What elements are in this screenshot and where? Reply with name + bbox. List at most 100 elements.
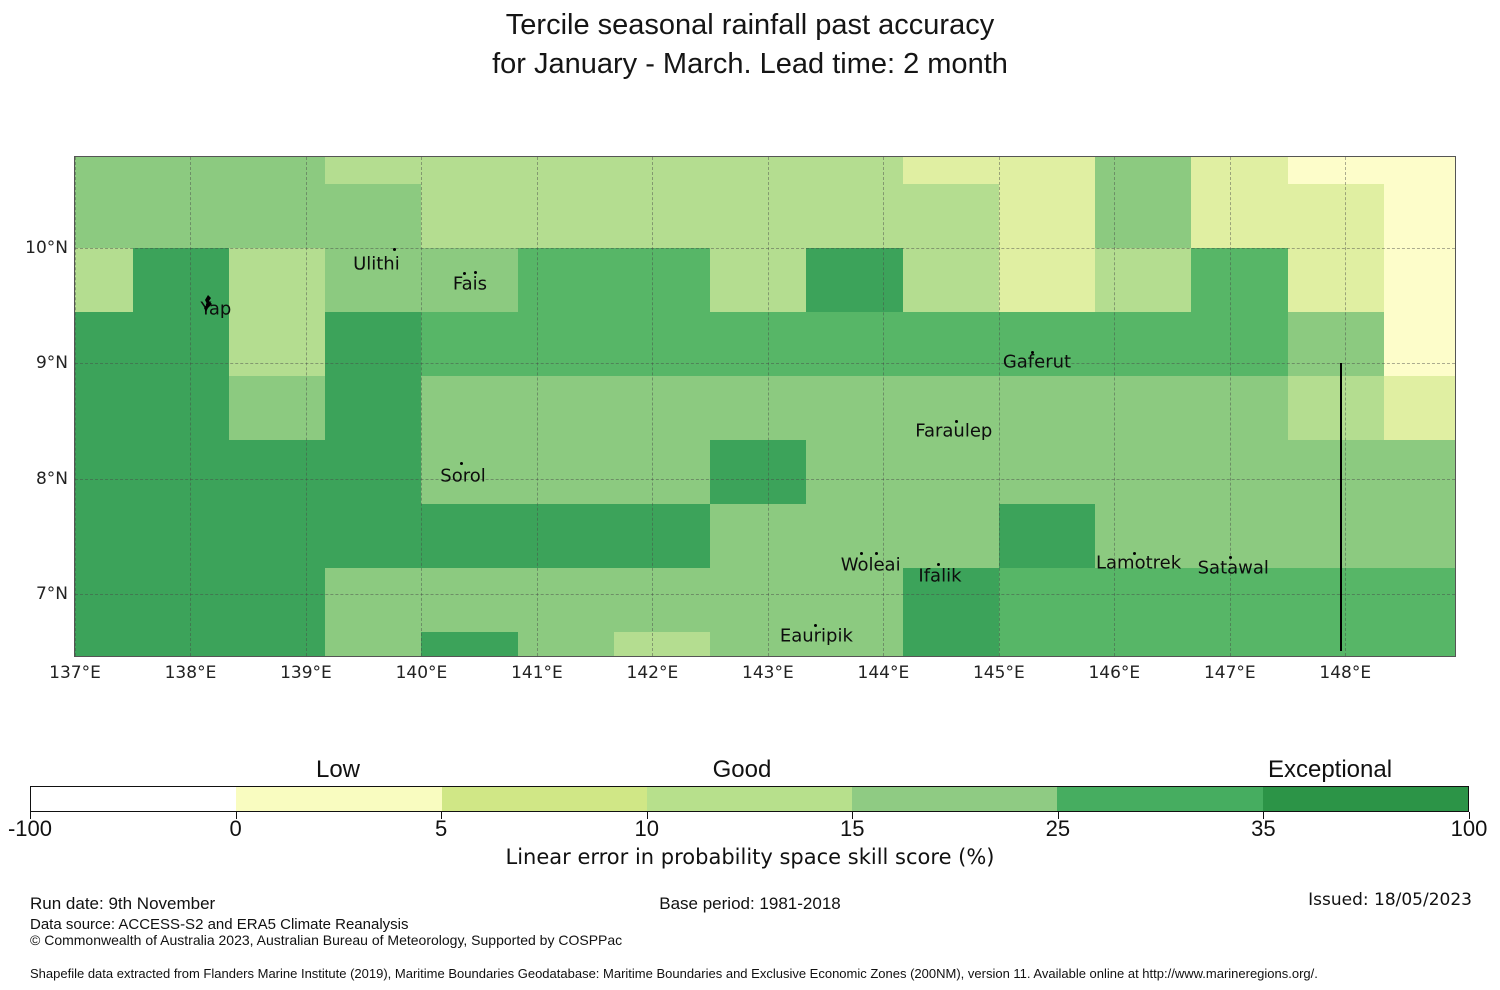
grid-cell xyxy=(132,376,230,441)
map-gridline xyxy=(75,248,1455,250)
colorbar-tick-mark xyxy=(30,812,31,819)
island-marker-dot xyxy=(393,248,397,252)
grid-cell xyxy=(1095,183,1192,249)
grid-cell xyxy=(325,504,422,569)
grid-cell xyxy=(1095,248,1192,313)
map-gridline xyxy=(652,157,654,656)
grid-cell xyxy=(1383,312,1456,377)
grid-cell xyxy=(1095,568,1192,633)
colorbar-tick-mark xyxy=(646,812,648,819)
grid-cell xyxy=(228,632,326,657)
grid-cell xyxy=(132,440,230,505)
island-marker-dot xyxy=(1132,551,1136,555)
island-marker-dot xyxy=(814,624,818,628)
grid-cell xyxy=(806,183,904,249)
grid-cell xyxy=(421,376,519,441)
colorbar-tick-mark xyxy=(1057,812,1059,819)
map-gridline xyxy=(75,478,1455,480)
colorbar-tick-mark xyxy=(1469,812,1470,819)
grid-cell xyxy=(613,157,711,185)
grid-cell xyxy=(1287,504,1385,569)
island-marker-dot xyxy=(473,270,477,274)
colorbar-segment xyxy=(236,787,442,811)
grid-cell xyxy=(1191,504,1289,569)
grid-cell xyxy=(421,183,519,249)
grid-cell xyxy=(1287,440,1385,505)
grid-cell xyxy=(613,632,711,657)
grid-cell xyxy=(902,632,1000,657)
grid-cell xyxy=(75,504,134,569)
grid-cell xyxy=(325,157,422,185)
grid-cell xyxy=(1095,440,1192,505)
map-gridline xyxy=(1114,157,1116,656)
grid-cell xyxy=(710,440,807,505)
grid-cell xyxy=(710,157,807,185)
x-tick-label: 138°E xyxy=(164,663,217,683)
grid-cell xyxy=(132,248,230,313)
grid-cell xyxy=(710,376,807,441)
grid-cell xyxy=(75,440,134,505)
grid-cell xyxy=(998,157,1096,185)
grid-cell xyxy=(1287,183,1385,249)
grid-cell xyxy=(1191,248,1289,313)
island-label: Lamotrek xyxy=(1095,552,1182,574)
colorbar-tick-label: 35 xyxy=(1251,816,1276,841)
grid-cell xyxy=(1191,440,1289,505)
grid-cell xyxy=(710,504,807,569)
grid-cell xyxy=(1191,183,1289,249)
grid-cell xyxy=(1383,440,1456,505)
grid-cell xyxy=(806,248,904,313)
grid-cell xyxy=(1287,568,1385,633)
map-gridline xyxy=(75,363,1455,365)
grid-cell xyxy=(75,568,134,633)
grid-cell xyxy=(325,183,422,249)
grid-cell xyxy=(710,183,807,249)
grid-cell xyxy=(1383,183,1456,249)
grid-cell xyxy=(902,312,1000,377)
grid-cell xyxy=(998,568,1096,633)
grid-cell xyxy=(806,504,904,569)
grid-cell xyxy=(1383,504,1456,569)
colorbar-tick-mark xyxy=(1263,812,1265,819)
grid-cell xyxy=(325,440,422,505)
grid-cell xyxy=(1191,568,1289,633)
grid-cell xyxy=(132,157,230,185)
grid-cell xyxy=(228,376,326,441)
colorbar-segment xyxy=(1262,787,1468,811)
grid-cell xyxy=(902,504,1000,569)
grid-cell xyxy=(613,504,711,569)
grid-cell xyxy=(421,568,519,633)
grid-cell xyxy=(1287,376,1385,441)
colorbar-tick-label: 15 xyxy=(840,816,865,841)
grid-cell xyxy=(132,183,230,249)
grid-cell xyxy=(902,248,1000,313)
map-gridline xyxy=(75,593,1455,595)
map-gridline xyxy=(998,157,1000,656)
grid-cell xyxy=(228,183,326,249)
colorbar-tick-mark xyxy=(441,812,443,819)
base-period-text: Base period: 1981-2018 xyxy=(659,894,841,913)
grid-cell xyxy=(613,248,711,313)
grid-cell xyxy=(1383,248,1456,313)
x-tick-label: 146°E xyxy=(1088,663,1141,683)
shapefile-attribution-text: Shapefile data extracted from Flanders M… xyxy=(30,966,1318,981)
grid-cell xyxy=(517,248,615,313)
grid-cell xyxy=(806,157,904,185)
grid-cell xyxy=(613,312,711,377)
grid-cell xyxy=(1287,632,1385,657)
island-marker-dot xyxy=(859,551,863,555)
map-gridline xyxy=(536,157,538,656)
grid-cell xyxy=(1095,312,1192,377)
island-label: Woleai xyxy=(840,554,901,576)
grid-cell xyxy=(902,440,1000,505)
grid-cell xyxy=(902,376,1000,441)
x-tick-label: 141°E xyxy=(511,663,563,683)
grid-cell xyxy=(132,632,230,657)
colorbar-segment xyxy=(1057,787,1263,811)
island-label: Faraulep xyxy=(915,420,993,442)
grid-cell xyxy=(325,312,422,377)
grid-cell xyxy=(998,183,1096,249)
colorbar-segment xyxy=(31,787,237,811)
copyright-text: © Commonwealth of Australia 2023, Austra… xyxy=(30,932,623,948)
